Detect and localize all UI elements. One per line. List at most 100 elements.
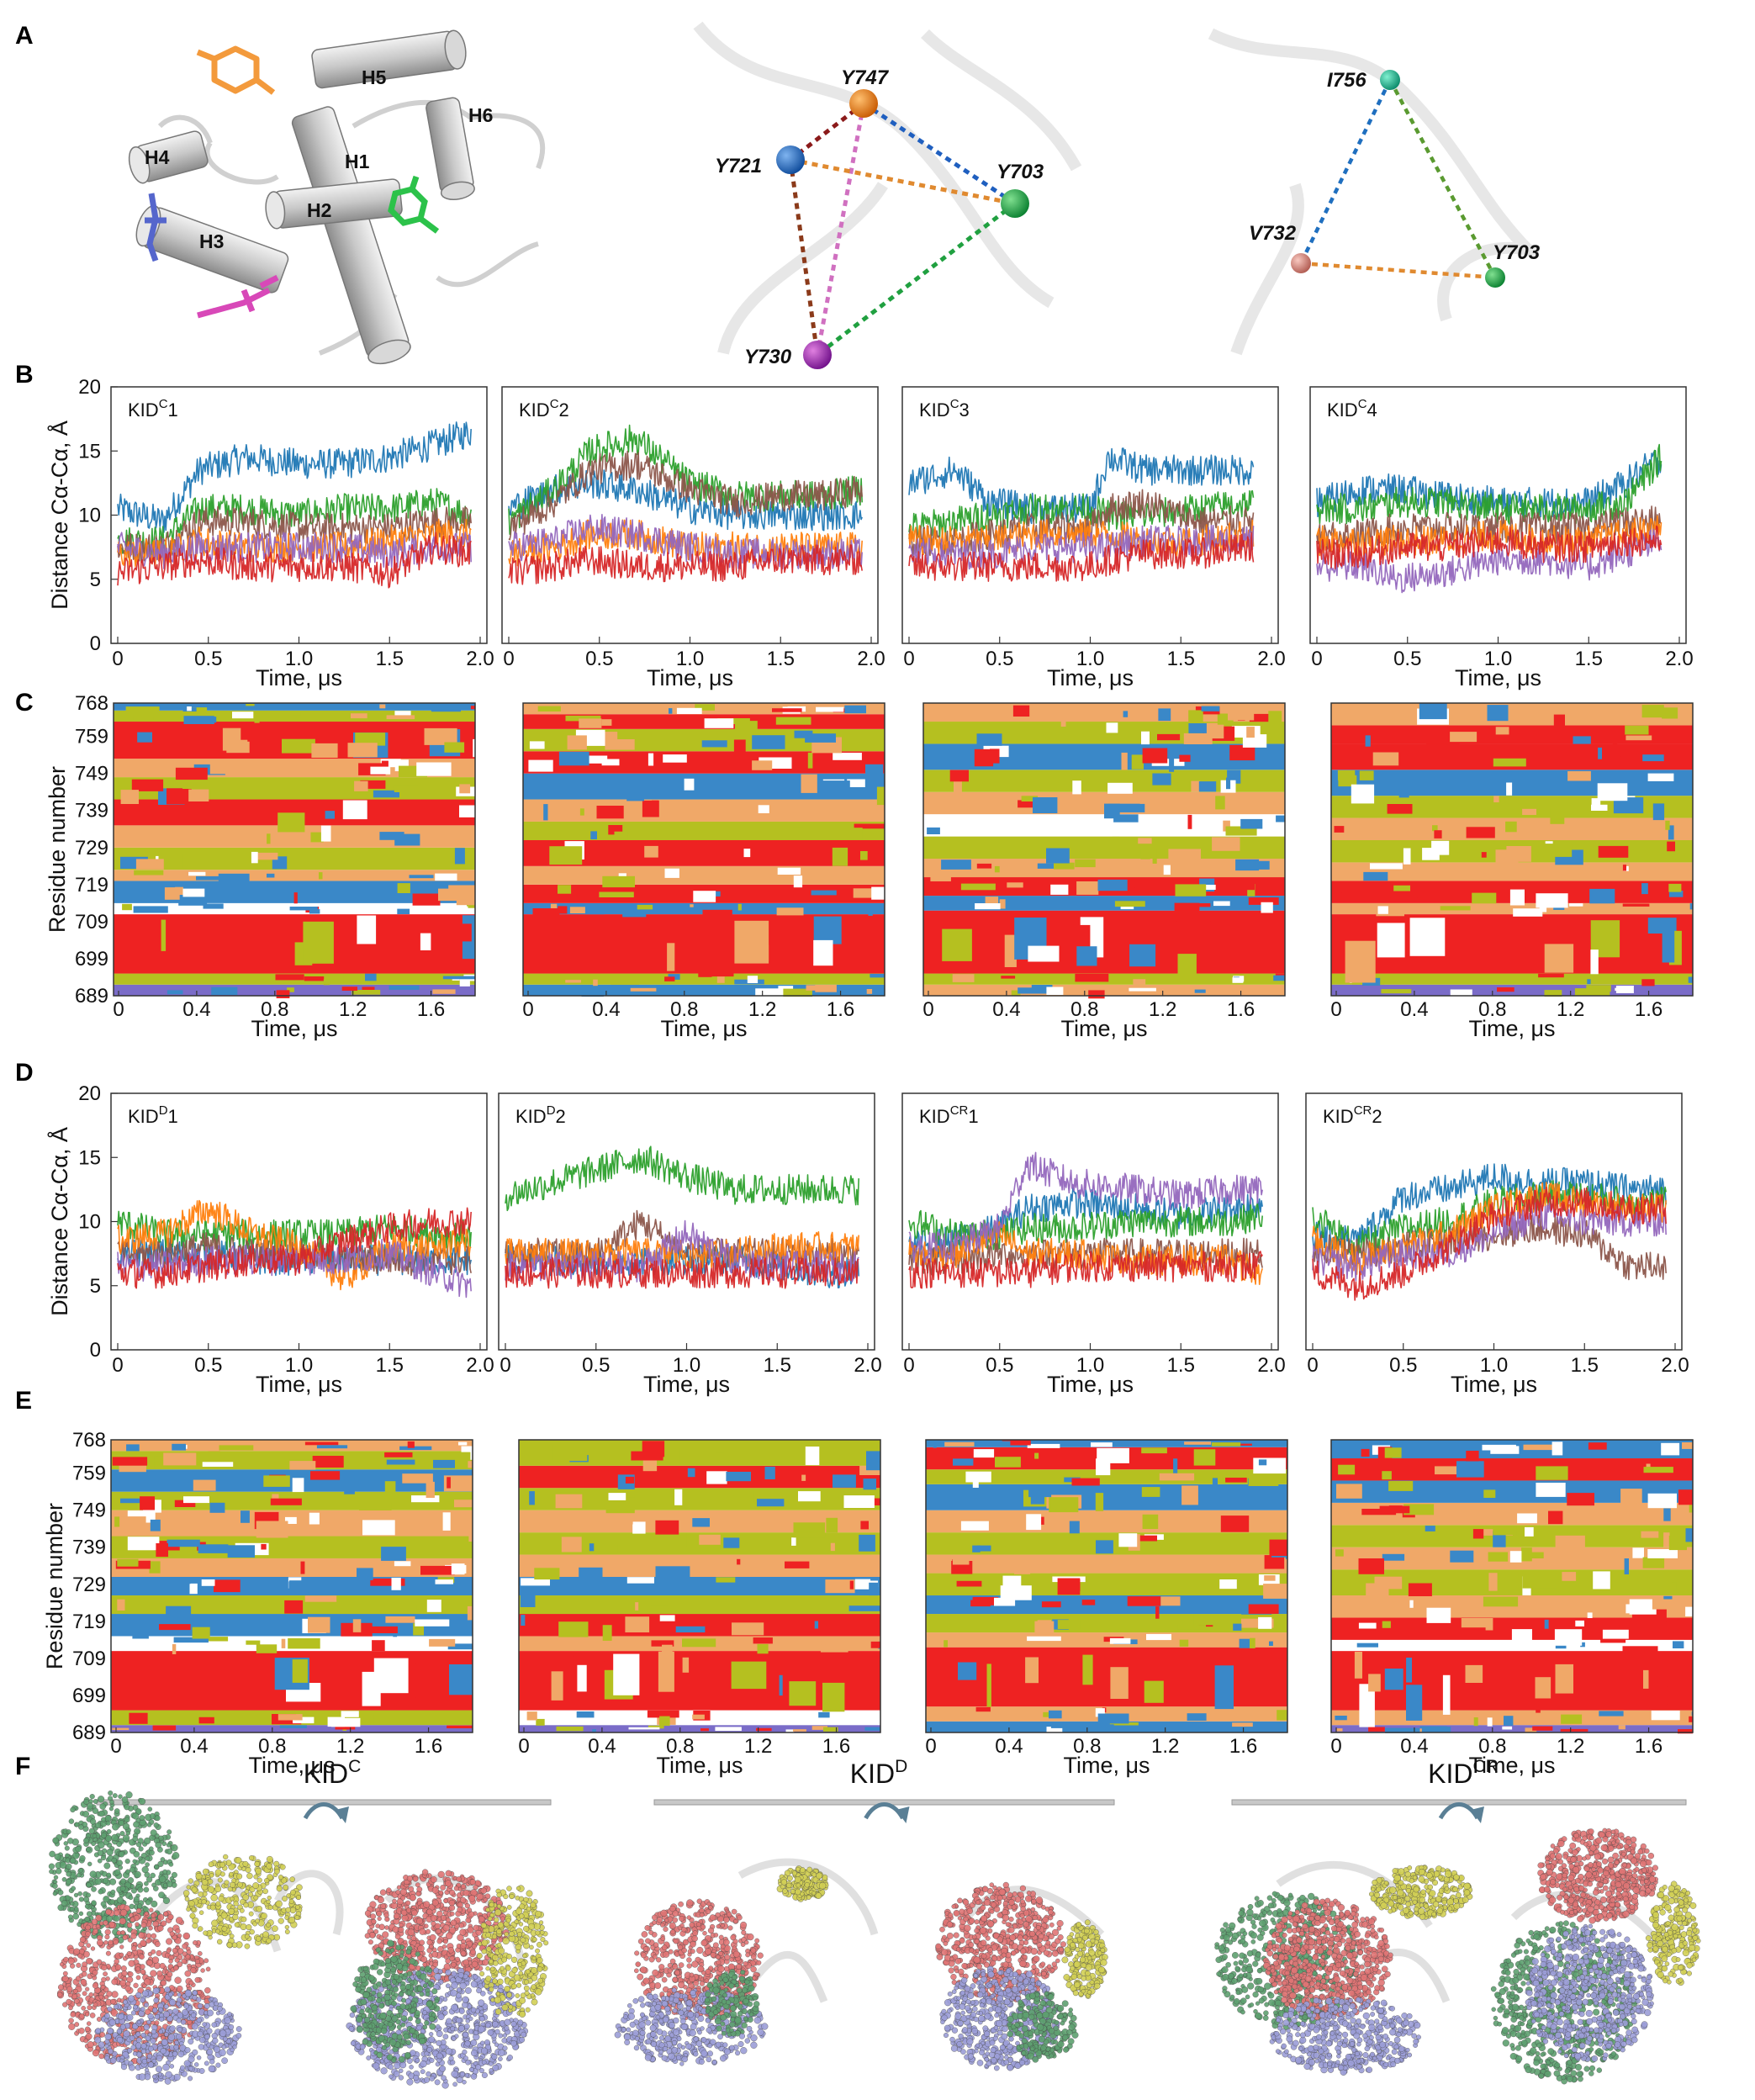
- cluster-point: [462, 2079, 467, 2085]
- x-axis-label: Time, μs: [1047, 1372, 1134, 1397]
- cluster-point: [87, 2041, 94, 2049]
- cluster-point: [478, 1999, 485, 2007]
- flicker-coil: [1551, 1441, 1563, 1456]
- cluster-point: [201, 1879, 209, 1886]
- flicker-bend: [567, 735, 587, 750]
- flicker-strand: [818, 1711, 830, 1718]
- helix-label-h3: H3: [199, 230, 224, 252]
- cluster-point: [87, 1911, 93, 1917]
- x-tick-label: 0.8: [1070, 998, 1098, 1021]
- flicker-bend: [1461, 1618, 1493, 1631]
- flicker-turn: [792, 828, 803, 840]
- y-tick-label: 20: [78, 1082, 101, 1105]
- flicker-turn: [1179, 1639, 1189, 1647]
- flicker-bend: [952, 974, 975, 982]
- x-tick-label: 0: [1311, 648, 1322, 670]
- cluster-point: [166, 1843, 172, 1848]
- cluster-point: [114, 1909, 120, 1917]
- flicker-strand: [846, 989, 860, 993]
- flicker-bend: [175, 886, 183, 895]
- flicker-strand: [868, 908, 873, 916]
- flicker-coil: [743, 849, 751, 858]
- flicker-strand: [1382, 1553, 1408, 1561]
- flicker-coil: [1591, 798, 1601, 810]
- flicker-turn: [1225, 826, 1257, 836]
- flicker-bend: [467, 1605, 473, 1621]
- cluster-point: [52, 1891, 58, 1896]
- flicker-coil: [341, 1711, 359, 1717]
- cluster-point: [98, 1810, 105, 1817]
- flicker-helix: [647, 1710, 679, 1718]
- flicker-coil: [458, 1441, 468, 1446]
- heatmap-frame: [522, 702, 885, 997]
- flicker-bend: [454, 1500, 473, 1508]
- flicker-bend: [930, 868, 951, 881]
- flicker-bend: [1581, 1598, 1601, 1613]
- x-tick-label: 1.6: [1229, 1735, 1257, 1758]
- cluster-point: [457, 1907, 463, 1912]
- cluster-point: [520, 1937, 526, 1944]
- cluster-point: [209, 2044, 214, 2050]
- cluster-point: [139, 1954, 145, 1960]
- flicker-coil: [628, 1727, 660, 1730]
- flicker-helix: [247, 726, 262, 742]
- cluster-point: [449, 1927, 457, 1934]
- cluster-point: [135, 2042, 142, 2049]
- cluster-point: [494, 2042, 500, 2047]
- heatmap-frame: [922, 702, 1286, 997]
- cluster-point: [510, 1956, 518, 1963]
- flicker-turn: [256, 1644, 278, 1653]
- flicker-helix: [1641, 979, 1655, 987]
- flicker-strand: [859, 1534, 875, 1552]
- cluster-point: [278, 1875, 283, 1880]
- cluster-point: [430, 1875, 437, 1883]
- flicker-turn: [1188, 710, 1203, 723]
- cluster-point: [112, 1823, 119, 1831]
- panel-f: KIDC KIDD KIDCR: [48, 1757, 1701, 2089]
- flicker-strand: [869, 1582, 879, 1596]
- flicker-helix: [737, 1558, 741, 1565]
- cluster-point: [510, 2021, 517, 2028]
- flicker-coil: [189, 1583, 198, 1595]
- cluster-point: [99, 1803, 106, 1810]
- x-tick-label: 0: [503, 648, 514, 670]
- flicker-bend: [1525, 1727, 1537, 1732]
- cluster-point: [436, 2052, 443, 2060]
- flicker-coil: [791, 1537, 796, 1546]
- x-tick-label: 0: [903, 648, 914, 670]
- flicker-coil: [415, 1619, 450, 1627]
- cluster-point: [128, 2064, 135, 2071]
- panel-label-d: D: [15, 1059, 34, 1087]
- flicker-bend: [1232, 1722, 1253, 1727]
- x-tick-label: 0: [113, 998, 124, 1021]
- flicker-turn: [1393, 885, 1410, 891]
- flicker-helix: [261, 1543, 267, 1550]
- flicker-helix: [1248, 897, 1279, 905]
- cluster-point: [130, 1945, 137, 1952]
- cluster-point: [66, 1998, 72, 2005]
- flicker-turn: [686, 1532, 700, 1547]
- heatmap-cells: [114, 703, 475, 998]
- flicker-helix: [407, 1441, 415, 1448]
- flicker-coil: [1685, 1606, 1693, 1616]
- flicker-strand: [1624, 1558, 1629, 1574]
- flicker-turn: [1250, 1637, 1255, 1648]
- flicker-turn: [161, 919, 167, 951]
- cluster-point: [169, 1998, 177, 2007]
- flicker-bend: [732, 1622, 764, 1636]
- cluster-point: [147, 1806, 153, 1812]
- x-tick-label: 0: [922, 998, 933, 1021]
- flicker-helix: [270, 1498, 302, 1505]
- flicker-strand: [746, 1584, 768, 1595]
- cluster-point: [255, 1867, 262, 1875]
- cluster-point: [211, 1919, 219, 1927]
- flicker-coil: [1536, 893, 1568, 908]
- y721-atom: [776, 145, 805, 174]
- cluster-point: [111, 1833, 119, 1842]
- cluster-point: [486, 1946, 492, 1952]
- flicker-strand: [622, 908, 647, 918]
- flicker-strand: [1487, 705, 1509, 722]
- flicker-bend: [540, 870, 560, 881]
- flicker-turn: [323, 979, 330, 986]
- cluster-point: [87, 1861, 93, 1867]
